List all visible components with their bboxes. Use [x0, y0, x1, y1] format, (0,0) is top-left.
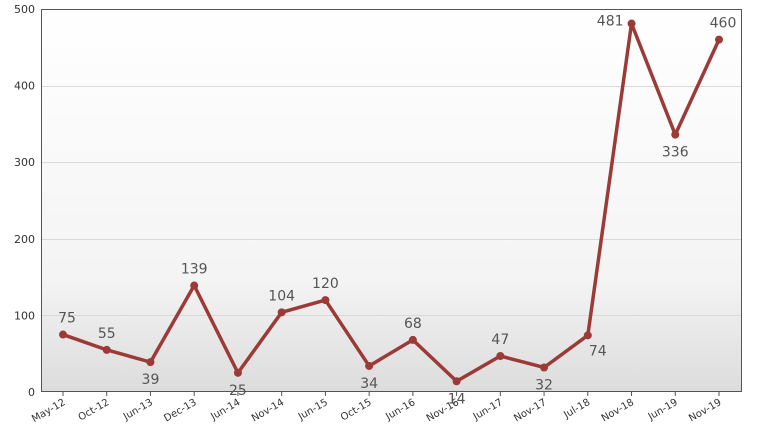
x-tick-label: Dec-13 [162, 397, 198, 424]
data-label: 68 [404, 316, 422, 332]
data-point [540, 363, 549, 372]
x-tick-label: May-12 [30, 397, 67, 425]
x-tick-label: Jun-17 [471, 397, 505, 423]
x-tick-label: Jun-13 [121, 397, 155, 423]
data-point [365, 361, 374, 370]
y-tick-label: 400 [14, 80, 35, 93]
data-label: 104 [268, 288, 295, 304]
y-tick-label: 300 [14, 156, 35, 169]
data-point [671, 130, 680, 139]
data-label: 336 [662, 145, 689, 161]
y-tick-label: 500 [14, 3, 35, 16]
data-label: 32 [535, 377, 553, 393]
data-point [277, 308, 286, 317]
x-tick-label: Jun-19 [646, 397, 680, 423]
x-tick-label: Nov-19 [687, 397, 723, 424]
x-tick-label: Oct-15 [339, 397, 374, 423]
x-tick-label: Oct-12 [77, 397, 112, 423]
data-label: 460 [710, 16, 737, 32]
data-point [627, 19, 636, 28]
data-label: 120 [312, 276, 339, 292]
x-tick-label: Jun-14 [208, 397, 242, 423]
data-label: 55 [98, 326, 116, 342]
data-label: 14 [448, 391, 466, 407]
data-label: 34 [360, 376, 378, 392]
x-tick-label: Nov-18 [600, 397, 636, 424]
x-tick-label: Jun-16 [383, 397, 417, 423]
data-point [452, 377, 461, 386]
data-point [59, 330, 67, 339]
data-label: 47 [491, 332, 509, 348]
y-tick-label: 0 [28, 386, 35, 399]
y-axis: 0 100 200 300 400 500 [14, 3, 35, 399]
x-tick-label: Nov-14 [250, 397, 286, 424]
x-axis: May-12 Oct-12 Jun-13 Dec-13 Jun-14 Nov-14 Jun-… [30, 392, 724, 425]
x-tick-label: Jun-15 [296, 397, 330, 423]
data-label: 74 [589, 343, 607, 359]
x-tick-label: Jul-18 [561, 397, 592, 421]
data-point [233, 368, 242, 377]
y-tick-label: 200 [14, 233, 35, 246]
data-label: 25 [229, 383, 247, 399]
plot-area [41, 9, 742, 392]
data-point [583, 331, 592, 340]
data-point [408, 335, 417, 344]
plot-border [41, 9, 742, 392]
data-point [715, 35, 723, 44]
data-label: 481 [597, 14, 624, 30]
data-label: 75 [58, 311, 76, 327]
x-tick-label: Nov-17 [512, 397, 548, 424]
series-line [61, 21, 721, 384]
data-point [496, 351, 505, 360]
series [59, 19, 723, 386]
grid [41, 86, 742, 316]
data-labels: 75 55 39 139 25 104 120 34 68 14 47 32 74 481 336 460 [58, 14, 736, 408]
data-point [146, 358, 155, 367]
data-point [190, 281, 199, 290]
data-label: 139 [181, 262, 208, 278]
data-point [102, 345, 111, 354]
y-tick-label: 100 [14, 309, 35, 322]
data-point [321, 296, 330, 305]
data-label: 39 [142, 372, 160, 388]
